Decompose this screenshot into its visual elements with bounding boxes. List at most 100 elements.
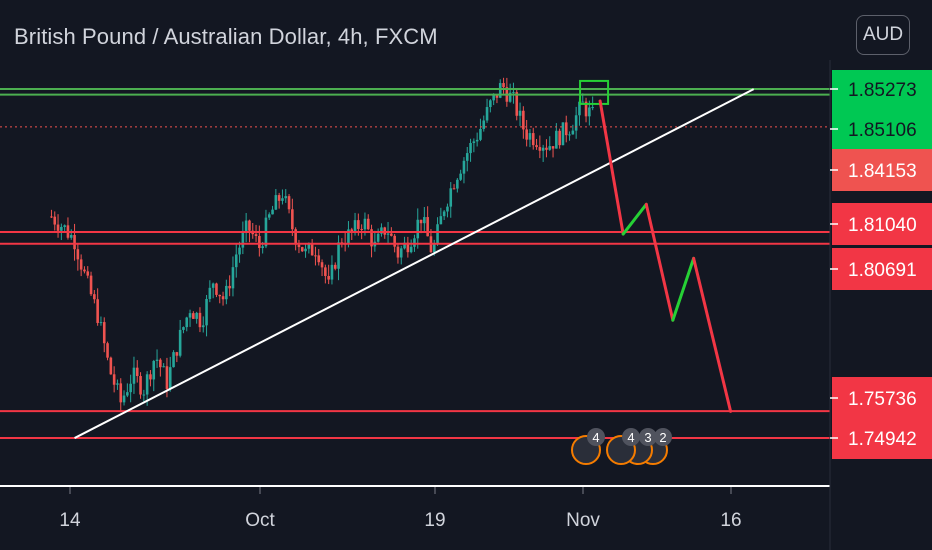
candle-body: [317, 255, 321, 263]
candle-body: [409, 246, 413, 253]
candle-body: [588, 107, 591, 117]
event-badge-count[interactable]: 4: [592, 430, 599, 445]
candle-body: [482, 120, 486, 129]
candle-body: [142, 394, 146, 396]
event-badge[interactable]: [654, 428, 672, 446]
candle-body: [261, 246, 264, 248]
candle-body: [291, 209, 294, 230]
candle-body: [423, 217, 426, 224]
candle-body: [267, 214, 271, 218]
candle-body: [132, 367, 136, 384]
candle-body: [370, 229, 373, 247]
price-label: 1.81040: [848, 215, 917, 236]
candle-body: [436, 224, 439, 245]
price-label: 1.74942: [848, 429, 917, 450]
candle-body: [469, 142, 472, 154]
candle-body: [215, 283, 218, 295]
candle-body: [498, 83, 502, 98]
candle-body: [465, 153, 469, 161]
candle-body: [79, 259, 83, 270]
projection-path: [579, 79, 733, 413]
candle-body: [76, 249, 80, 260]
candle-body: [129, 383, 132, 393]
candle-body: [254, 234, 258, 236]
event-badge[interactable]: [587, 428, 605, 446]
projection-up-leg: [671, 256, 696, 322]
event-badge-count[interactable]: 4: [627, 430, 634, 445]
price-label-bg: [832, 248, 932, 290]
candle-body: [462, 160, 466, 174]
candle-body: [165, 366, 169, 389]
candle-body: [564, 122, 568, 136]
price-label-green-bg: [832, 70, 932, 152]
candle-body: [112, 374, 116, 385]
candle-body: [307, 243, 311, 249]
candle-body: [135, 367, 139, 377]
event-badge-count[interactable]: 3: [644, 430, 651, 445]
candle-body: [287, 196, 291, 210]
candle-body: [211, 283, 215, 288]
candle-body: [528, 133, 532, 140]
trend-line-group: [74, 88, 755, 439]
x-tick-label: 16: [720, 510, 741, 531]
candle-body: [403, 242, 406, 249]
candle-body: [188, 313, 192, 318]
x-tick-label: Nov: [566, 510, 600, 531]
candle-body: [201, 325, 205, 328]
candle-body: [489, 100, 492, 108]
candle-body: [126, 392, 129, 396]
candle-body: [178, 329, 182, 356]
candle-body: [350, 229, 354, 232]
candle-body: [218, 294, 222, 297]
candle-body: [281, 198, 284, 201]
candle-body: [102, 322, 106, 344]
candle-body: [558, 130, 561, 146]
candle-body: [152, 360, 156, 380]
candle-body: [53, 216, 57, 225]
candle-body: [495, 93, 499, 98]
candle-body: [205, 298, 208, 326]
candle-body: [446, 206, 449, 212]
candle-body: [525, 129, 528, 140]
candle-body: [284, 196, 288, 199]
candle-body: [277, 195, 281, 201]
candle-body: [172, 352, 175, 368]
candle-body: [238, 247, 241, 255]
candles: [50, 77, 594, 413]
candle-body: [538, 147, 542, 151]
candle-body: [571, 130, 575, 135]
candle-body: [416, 219, 420, 239]
candle-body: [175, 352, 179, 356]
candle-body: [185, 317, 189, 328]
event-badge-count[interactable]: 2: [659, 430, 666, 445]
candle-body: [248, 220, 251, 231]
candle-body: [406, 242, 410, 253]
candle-body: [459, 173, 462, 180]
event-badge[interactable]: [622, 428, 640, 446]
price-label: 1.85106: [848, 120, 917, 141]
candle-body: [456, 179, 459, 189]
candle-body: [581, 101, 585, 103]
candle-body: [502, 83, 505, 88]
candle-body: [159, 359, 162, 368]
candle-body: [363, 218, 367, 230]
candle-body: [386, 233, 390, 235]
candle-body: [274, 195, 278, 210]
candle-body: [83, 269, 86, 272]
candle-body: [357, 220, 360, 229]
candle-body: [168, 367, 172, 389]
candle-body: [591, 107, 594, 109]
candle-body: [561, 122, 565, 146]
candle-body: [413, 238, 416, 247]
currency-button[interactable]: AUD: [856, 15, 910, 55]
candle-body: [347, 229, 350, 245]
candle-body: [479, 128, 482, 140]
candle-body: [327, 275, 330, 280]
event-badge[interactable]: [639, 428, 657, 446]
candle-body: [228, 285, 231, 289]
candle-body: [231, 267, 235, 289]
candle-body: [545, 147, 548, 150]
x-tick-label: 14: [59, 510, 81, 531]
